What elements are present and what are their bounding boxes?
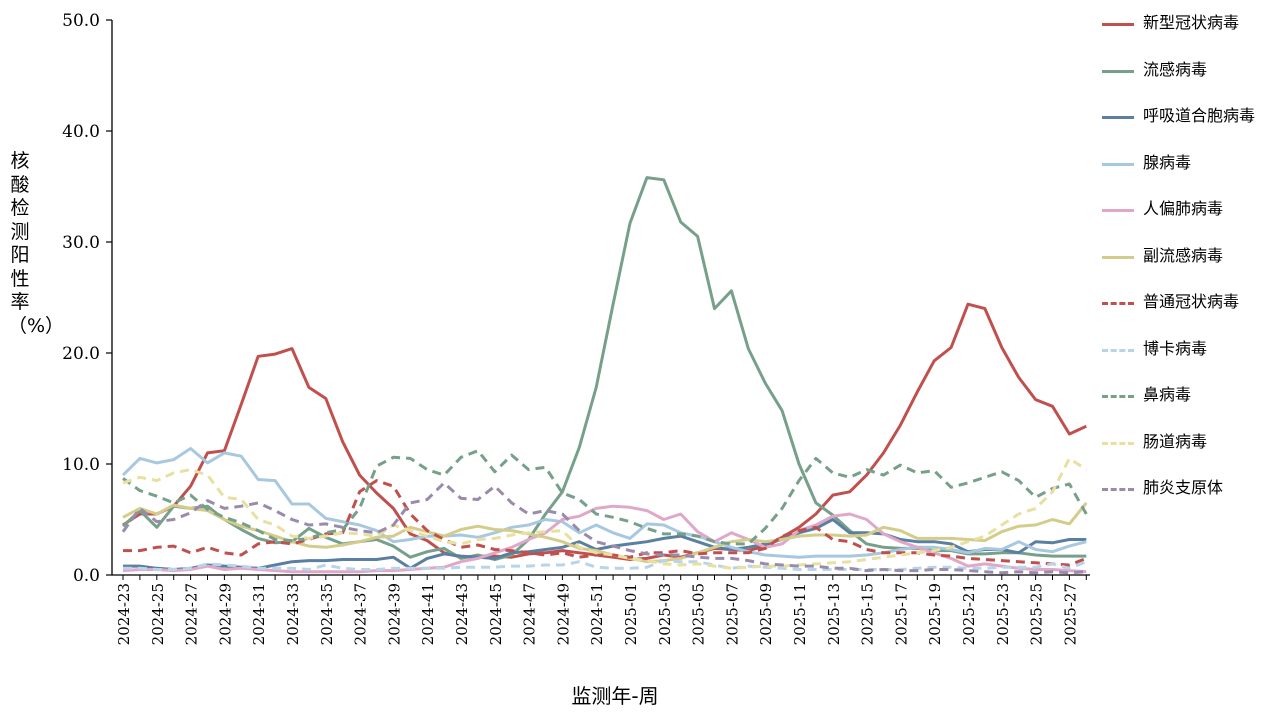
x-tick-label: 2025-23 [994, 583, 1012, 645]
x-tick-label: 2025-05 [690, 583, 708, 645]
x-tick-label: 2024-35 [318, 583, 336, 645]
y-tick-label: 50.0 [62, 11, 100, 31]
legend-item: 肺炎支原体 [1102, 475, 1255, 522]
legend-item: 人偏肺病毒 [1102, 196, 1255, 243]
y-tick-label: 40.0 [62, 122, 100, 142]
chart-axes: 0.0 10.0 20.0 30.0 40.0 50.0 2024-23 2024-25 202… [62, 11, 1090, 645]
legend-label: 呼吸道合胞病毒 [1143, 106, 1256, 125]
series-line-0 [122, 302, 1087, 561]
x-tick-label: 2025-15 [859, 583, 877, 645]
x-tick-label: 2025-11 [791, 583, 809, 645]
x-tick-label: 2024-47 [521, 583, 539, 645]
legend-label: 博卡病毒 [1143, 338, 1208, 358]
series-line-3 [121, 447, 1087, 559]
x-tick-label: 2025-25 [1028, 583, 1046, 645]
x-tick-label: 2024-49 [554, 583, 572, 645]
x-tick-label: 2025-01 [622, 583, 640, 645]
chart-lines [121, 176, 1088, 575]
x-tick-label: 2024-41 [419, 583, 437, 645]
legend-item: 呼吸道合胞病毒 [1102, 103, 1255, 150]
series-line-4 [122, 504, 1087, 574]
legend-swatch [1102, 348, 1134, 352]
x-tick-label: 2025-03 [656, 583, 674, 645]
x-tick-label: 2024-45 [487, 583, 505, 645]
y-tick-label: 0.0 [73, 566, 100, 586]
y-tick-label: 10.0 [62, 455, 100, 475]
x-axis-label: 监测年-周 [571, 684, 659, 708]
x-tick-label: 2024-39 [385, 583, 403, 645]
x-tick-label: 2024-33 [284, 583, 302, 645]
x-tick-label: 2025-21 [960, 583, 978, 645]
series-line-9 [122, 456, 1088, 570]
x-tick-label: 2024-23 [115, 583, 133, 645]
legend-swatch [1102, 255, 1134, 259]
series-line-1 [121, 176, 1087, 561]
legend-label: 腺病毒 [1143, 152, 1192, 172]
chart-legend: 新型冠状病毒 流感病毒呼吸道合胞病毒 腺病毒人偏肺病毒副流感病毒普通冠状病毒 博卡病毒… [1102, 10, 1255, 522]
x-tick-label: 2025-27 [1061, 583, 1079, 645]
y-axis-label: 核酸检测阳性率（%） [8, 150, 65, 337]
series-line-2 [123, 518, 1087, 571]
legend-swatch [1102, 488, 1134, 491]
x-tick-label: 2024-25 [149, 583, 167, 645]
legend-label: 新型冠状病毒 [1143, 13, 1240, 32]
legend-swatch [1102, 69, 1134, 73]
legend-item: 肠道病毒 [1102, 429, 1255, 476]
legend-label: 鼻病毒 [1143, 385, 1192, 404]
legend-item: 新型冠状病毒 [1102, 10, 1255, 57]
series-line-8 [122, 449, 1088, 546]
legend-swatch [1102, 209, 1134, 212]
x-tick-label: 2025-13 [825, 583, 843, 645]
x-tick-label: 2025-09 [757, 583, 775, 645]
legend-item: 博卡病毒 [1102, 336, 1255, 383]
legend-swatch [1102, 116, 1134, 119]
series-line-7 [123, 559, 1087, 571]
legend-label: 副流感病毒 [1143, 245, 1224, 265]
legend-label: 肺炎支原体 [1143, 478, 1224, 497]
x-tick-label: 2025-07 [723, 583, 741, 645]
legend-swatch [1102, 162, 1134, 166]
legend-item: 普通冠状病毒 [1102, 289, 1255, 336]
y-tick-label: 20.0 [62, 344, 100, 364]
legend-swatch [1102, 23, 1134, 26]
x-tick-label: 2025-17 [892, 583, 910, 645]
series-line-6 [123, 479, 1087, 567]
legend-item: 副流感病毒 [1102, 243, 1255, 290]
chart-canvas: 0.0 10.0 20.0 30.0 40.0 50.0 2024-23 2024-25 202… [62, 11, 1090, 645]
x-tick-label: 2024-29 [216, 583, 234, 645]
x-tick-label: 2024-27 [183, 583, 201, 645]
x-tick-label: 2024-51 [588, 583, 606, 645]
legend-swatch [1102, 395, 1134, 398]
legend-item: 腺病毒 [1102, 150, 1255, 197]
legend-label: 流感病毒 [1143, 59, 1208, 79]
y-tick-label: 30.0 [62, 233, 100, 253]
legend-label: 普通冠状病毒 [1143, 292, 1240, 311]
series-line-10 [121, 481, 1087, 575]
legend-swatch [1102, 441, 1134, 445]
x-tick-label: 2025-19 [926, 583, 944, 645]
legend-label: 肠道病毒 [1143, 431, 1208, 451]
x-tick-label: 2024-43 [453, 583, 471, 645]
x-tick-label: 2024-37 [352, 583, 370, 645]
x-tick-label: 2024-31 [250, 583, 268, 645]
legend-label: 人偏肺病毒 [1143, 199, 1224, 218]
legend-item: 流感病毒 [1102, 57, 1255, 104]
legend-swatch [1102, 302, 1134, 305]
legend-item: 鼻病毒 [1102, 382, 1255, 429]
